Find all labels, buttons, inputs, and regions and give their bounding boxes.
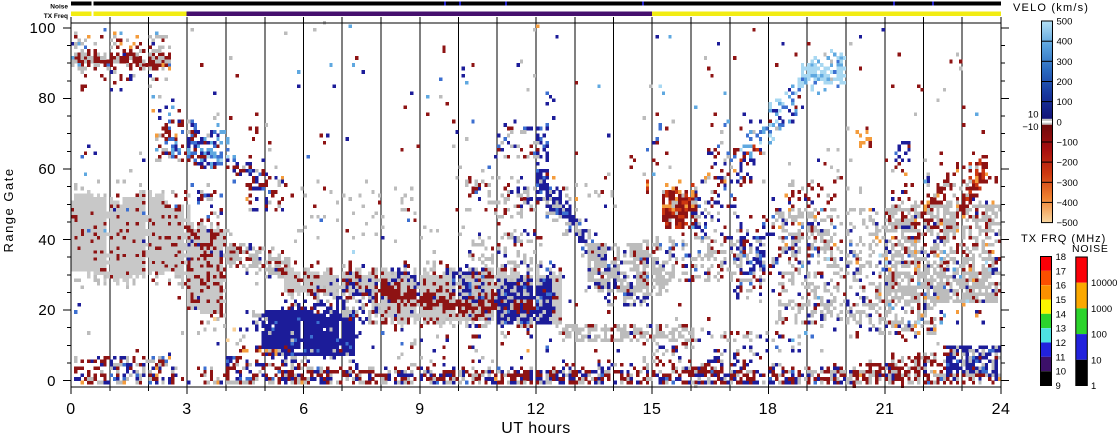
svg-text:18: 18 xyxy=(1056,252,1067,263)
svg-text:1000: 1000 xyxy=(1091,304,1112,315)
svg-text:TX Freq: TX Freq xyxy=(44,13,68,20)
svg-text:UT hours: UT hours xyxy=(501,420,571,435)
svg-text:0: 0 xyxy=(1057,117,1062,128)
svg-text:60: 60 xyxy=(38,161,56,178)
svg-text:−10: −10 xyxy=(1022,122,1038,133)
svg-text:80: 80 xyxy=(38,90,56,107)
svg-text:21: 21 xyxy=(876,401,895,418)
svg-text:11: 11 xyxy=(1056,352,1066,363)
svg-text:13: 13 xyxy=(1056,324,1067,335)
svg-text:500: 500 xyxy=(1057,17,1073,28)
svg-text:Range Gate: Range Gate xyxy=(1,167,16,252)
svg-text:−200: −200 xyxy=(1057,158,1078,169)
svg-text:100: 100 xyxy=(29,20,56,37)
svg-text:9: 9 xyxy=(1056,381,1061,392)
svg-text:300: 300 xyxy=(1057,57,1073,68)
svg-text:10: 10 xyxy=(1028,110,1039,121)
svg-text:10: 10 xyxy=(1091,355,1102,366)
svg-text:40: 40 xyxy=(38,232,56,249)
svg-text:NOISE: NOISE xyxy=(1072,243,1109,255)
svg-text:−500: −500 xyxy=(1057,218,1078,229)
svg-text:Noise: Noise xyxy=(50,4,68,11)
svg-text:16: 16 xyxy=(1056,281,1067,292)
svg-text:20: 20 xyxy=(38,302,56,319)
svg-text:6: 6 xyxy=(299,401,308,418)
svg-text:−300: −300 xyxy=(1057,178,1078,189)
svg-text:−400: −400 xyxy=(1057,198,1078,209)
svg-text:24: 24 xyxy=(992,401,1011,418)
svg-text:TX FRQ (MHz): TX FRQ (MHz) xyxy=(1021,233,1106,245)
svg-text:12: 12 xyxy=(527,401,546,418)
svg-text:200: 200 xyxy=(1057,77,1073,88)
svg-text:0: 0 xyxy=(47,373,56,390)
svg-text:100: 100 xyxy=(1091,330,1107,341)
svg-text:100: 100 xyxy=(1057,97,1073,108)
svg-text:0: 0 xyxy=(66,401,75,418)
svg-text:1: 1 xyxy=(1091,381,1096,392)
svg-text:14: 14 xyxy=(1056,309,1067,320)
svg-text:VELO (km/s): VELO (km/s) xyxy=(1013,2,1089,14)
svg-text:400: 400 xyxy=(1057,37,1073,48)
svg-text:15: 15 xyxy=(1056,295,1067,306)
svg-text:12: 12 xyxy=(1056,338,1067,349)
svg-text:15: 15 xyxy=(643,401,662,418)
svg-text:18: 18 xyxy=(759,401,778,418)
svg-text:17: 17 xyxy=(1056,266,1067,277)
svg-text:10000: 10000 xyxy=(1091,278,1117,289)
svg-text:3: 3 xyxy=(182,401,191,418)
svg-text:9: 9 xyxy=(415,401,424,418)
svg-text:10: 10 xyxy=(1056,367,1067,378)
svg-text:−100: −100 xyxy=(1057,138,1078,149)
